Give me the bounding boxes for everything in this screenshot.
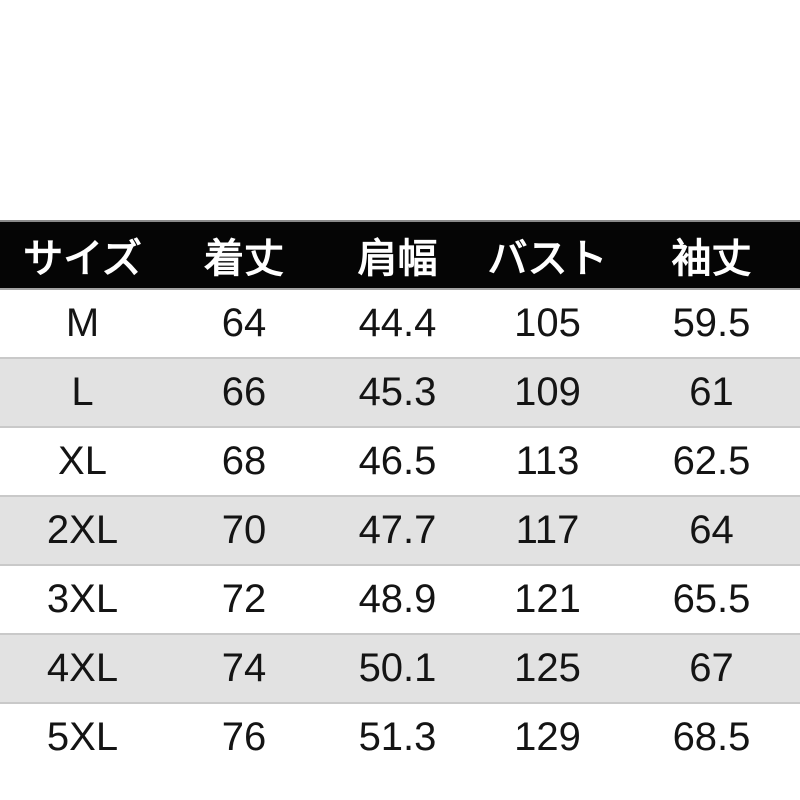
value-cell: 109: [472, 357, 623, 428]
header-cell-sleeve: 袖丈: [623, 220, 800, 290]
table-row-2xl: 2XL 70 47.7 117 64: [0, 495, 800, 566]
table-row-l: L 66 45.3 109 61: [0, 357, 800, 428]
value-cell: 48.9: [358, 577, 437, 621]
size-cell: L: [0, 357, 165, 428]
value-cell: 64: [221, 301, 267, 345]
table-row-xl: XL 68 46.5 113 62.5: [0, 427, 800, 496]
table-row-5xl: 5XL 76 51.3 129 68.5: [0, 703, 800, 771]
value-cell: 61: [623, 357, 800, 428]
value-cell: 46.5: [358, 439, 437, 483]
table-row-4xl: 4XL 74 50.1 125 67: [0, 633, 800, 704]
value-cell: 72: [221, 577, 267, 621]
value-cell: 68: [221, 439, 267, 483]
size-cell: 5XL: [46, 715, 119, 759]
value-cell: 113: [515, 439, 580, 483]
header-row: サイズ 着丈 肩幅 バスト 袖丈: [0, 220, 800, 290]
value-cell: 44.4: [358, 301, 437, 345]
size-chart-body: M 64 44.4 105 59.5 L 66 45.3 109 61 XL 6…: [0, 289, 800, 771]
size-cell: M: [65, 301, 100, 345]
table-row-3xl: 3XL 72 48.9 121 65.5: [0, 565, 800, 634]
size-chart: サイズ 着丈 肩幅 バスト 袖丈 M 64 44.4 105 59.5 L 66…: [0, 220, 800, 771]
value-cell: 45.3: [323, 357, 472, 428]
value-cell: 50.1: [323, 633, 472, 704]
header-cell-bust: バスト: [472, 220, 623, 290]
value-cell: 59.5: [672, 301, 751, 345]
value-cell: 105: [514, 301, 581, 345]
value-cell: 68.5: [672, 715, 751, 759]
size-cell: 2XL: [0, 495, 165, 566]
value-cell: 74: [165, 633, 323, 704]
size-chart-table: サイズ 着丈 肩幅 バスト 袖丈 M 64 44.4 105 59.5 L 66…: [0, 220, 800, 771]
header-cell-size: サイズ: [0, 220, 165, 290]
value-cell: 67: [623, 633, 800, 704]
value-cell: 121: [514, 577, 581, 621]
value-cell: 76: [221, 715, 267, 759]
table-row-m: M 64 44.4 105 59.5: [0, 289, 800, 358]
value-cell: 129: [514, 715, 581, 759]
value-cell: 70: [165, 495, 323, 566]
value-cell: 125: [472, 633, 623, 704]
value-cell: 65.5: [672, 577, 751, 621]
value-cell: 66: [165, 357, 323, 428]
value-cell: 47.7: [323, 495, 472, 566]
size-cell: 3XL: [46, 577, 119, 621]
size-cell: XL: [58, 439, 107, 483]
size-cell: 4XL: [0, 633, 165, 704]
value-cell: 117: [472, 495, 623, 566]
value-cell: 51.3: [358, 715, 437, 759]
value-cell: 64: [623, 495, 800, 566]
size-chart-header: サイズ 着丈 肩幅 バスト 袖丈: [0, 220, 800, 290]
header-cell-length: 着丈: [165, 220, 323, 290]
header-cell-shoulder: 肩幅: [323, 220, 472, 290]
value-cell: 62.5: [672, 439, 751, 483]
